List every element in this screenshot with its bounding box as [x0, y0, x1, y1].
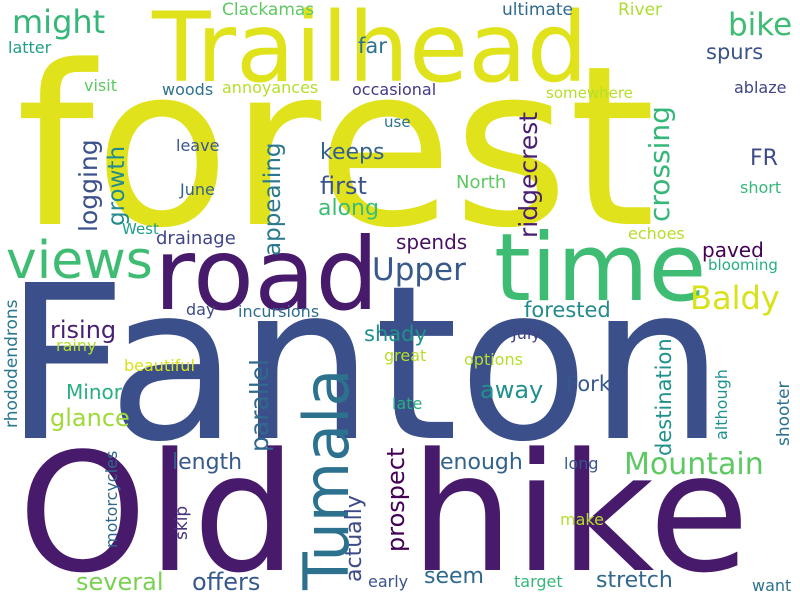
word-early: early [368, 572, 409, 591]
word-echoes: echoes [628, 224, 685, 243]
word-bike: bike [728, 7, 793, 43]
word-paved: paved [702, 238, 764, 262]
word-length: length [172, 450, 243, 475]
word-north: North [456, 172, 507, 193]
word-baldy: Baldy [690, 279, 780, 317]
word-day: day [186, 300, 216, 319]
word-great: great [384, 346, 427, 365]
word-old: Old [18, 418, 297, 600]
word-spends: spends [396, 230, 468, 254]
word-crossing: crossing [643, 106, 676, 222]
word-enough: enough [440, 450, 523, 475]
word-options: options [464, 350, 523, 369]
word-views: views [6, 231, 153, 291]
word-somewhere: somewhere [546, 84, 633, 102]
word-want: want [752, 576, 792, 595]
word-several: several [76, 568, 164, 596]
word-july: July [512, 324, 541, 343]
word-use: use [384, 113, 411, 131]
word-blooming: blooming [708, 256, 778, 274]
word-seem: seem [424, 564, 484, 589]
word-shady: shady [364, 322, 427, 346]
word-logging: logging [74, 139, 103, 232]
word-although: although [712, 369, 731, 440]
word-long: long [564, 454, 599, 473]
word-minor: Minor [66, 380, 122, 404]
word-trailhead: Trailhead [152, 0, 588, 104]
word-occasional: occasional [352, 80, 437, 99]
word-prospect: prospect [382, 447, 410, 552]
word-leave: leave [176, 136, 220, 155]
word-away: away [480, 376, 544, 404]
word-actually: actually [342, 495, 367, 582]
word-ultimate: ultimate [502, 0, 573, 20]
word-time: time [494, 214, 707, 323]
word-river: River [618, 0, 663, 20]
word-clackamas: Clackamas [222, 0, 315, 20]
word-late: late [392, 394, 423, 413]
word-west: West [122, 220, 159, 238]
word-growth: growth [104, 145, 130, 226]
word-appealing: appealing [260, 142, 286, 257]
word-motorcycles: motorcycles [102, 450, 121, 548]
word-rising: rising [50, 316, 117, 344]
word-annoyances: annoyances [222, 78, 319, 97]
word-spurs: spurs [706, 40, 764, 64]
word-make: make [560, 510, 604, 529]
word-latter: latter [8, 38, 52, 57]
word-forested: forested [524, 298, 611, 322]
word-parallel: parallel [245, 358, 274, 452]
word-rhododendrons: rhododendrons [2, 299, 22, 428]
word-stretch: stretch [596, 568, 673, 593]
word-destination: destination [652, 338, 676, 456]
word-visit: visit [84, 76, 117, 95]
word-glance: glance [50, 404, 130, 432]
word-road: road [154, 216, 379, 333]
word-keeps: keeps [320, 140, 385, 165]
word-june: June [180, 180, 215, 199]
word-hike: hike [410, 418, 750, 600]
word-woods: woods [162, 80, 214, 99]
word-incursions: incursions [238, 302, 320, 321]
word-forest: forest [16, 19, 656, 277]
word-fr: FR [750, 146, 778, 171]
word-offers: offers [192, 568, 261, 596]
word-first: first [320, 172, 367, 200]
word-fanton: Fanton [4, 240, 725, 489]
word-ablaze: ablaze [734, 78, 787, 97]
word-far: far [358, 34, 387, 58]
word-fork: Fork [566, 372, 611, 396]
word-short: short [740, 178, 782, 197]
word-beautiful: beautiful [124, 356, 195, 375]
word-rainy: rainy [56, 336, 97, 355]
word-mountain: Mountain [624, 447, 764, 482]
word-along: along [318, 196, 379, 221]
word-drainage: drainage [156, 228, 236, 249]
word-target: target [514, 572, 563, 591]
word-ridgecrest: ridgecrest [514, 111, 543, 238]
word-shooter: shooter [774, 381, 794, 446]
word-might: might [12, 3, 106, 41]
word-upper: Upper [372, 252, 466, 288]
word-skip: skip [172, 505, 192, 540]
